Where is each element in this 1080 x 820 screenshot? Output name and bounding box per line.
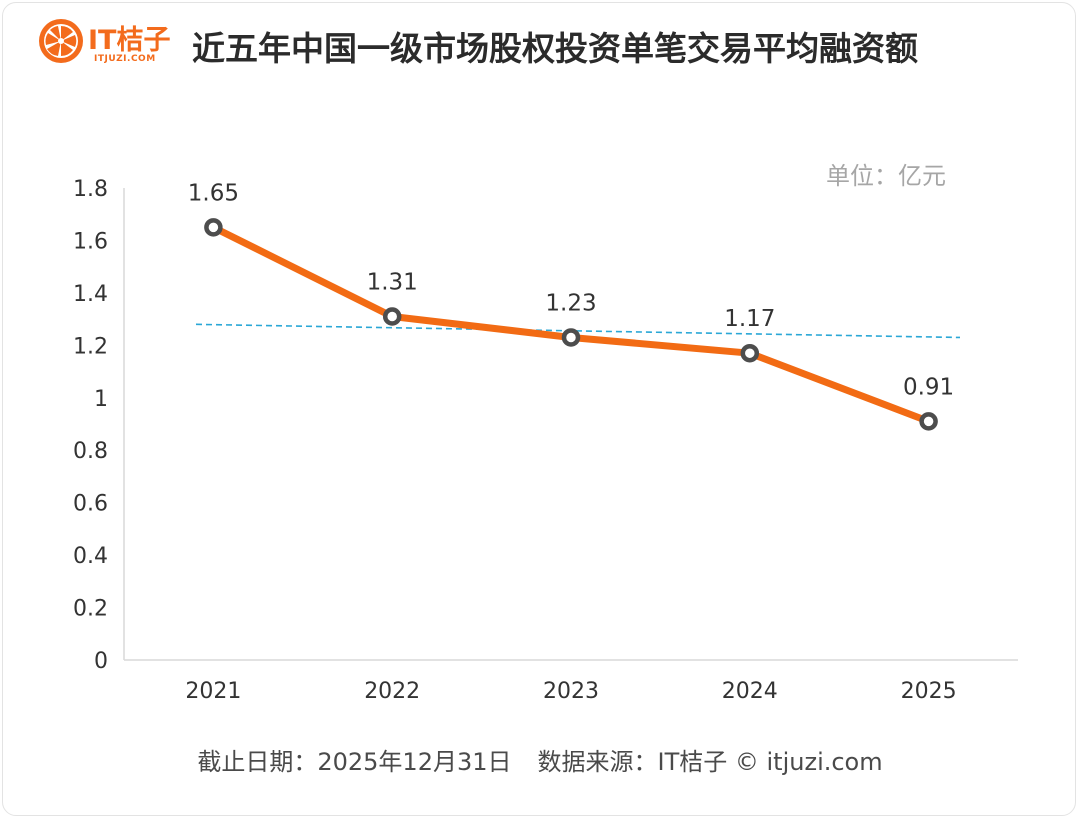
data-label: 1.17 [724,306,775,332]
data-label: 0.91 [903,374,954,400]
data-source: 数据来源：IT桔子 © itjuzi.com [537,748,883,776]
data-point-marker [740,343,760,363]
x-tick-label: 2024 [722,679,778,704]
y-tick-label: 1.6 [73,229,108,254]
x-axis: 2021 2022 2023 2024 2025 [124,659,1018,704]
data-labels: 1.65 1.31 1.23 1.17 0.91 [188,180,954,400]
y-axis: 0 0.2 0.4 0.6 0.8 1 1.2 1.4 1.6 1.8 [73,177,125,674]
y-tick-label: 0.8 [73,439,108,464]
chart-title: 近五年中国一级市场股权投资单笔交易平均融资额 [192,29,918,68]
x-tick-label: 2021 [185,679,241,704]
x-tick-label: 2023 [543,679,599,704]
trendline-group [195,323,961,339]
brand-logo: IT桔子 ITJUZI.COM [36,14,176,68]
data-point-marker [919,412,938,431]
data-label: 1.23 [545,290,596,316]
y-tick-label: 0.6 [73,492,108,517]
series-line [209,223,933,425]
y-tick-label: 1.2 [73,334,108,359]
brand-domain: ITJUZI.COM [94,54,156,64]
trendline [195,323,961,339]
unit-label: 单位：亿元 [826,162,946,190]
series-group [204,218,938,431]
cutoff-date: 截止日期：2025年12月31日 [197,748,512,776]
y-tick-label: 0 [94,649,108,674]
data-point-marker [561,328,581,347]
data-label: 1.65 [188,180,239,206]
y-tick-label: 1.4 [73,282,108,307]
y-tick-label: 1.8 [73,177,108,202]
orange-slice-icon [39,19,83,63]
footer: 截止日期：2025年12月31日 数据来源：IT桔子 © itjuzi.com [0,742,1080,777]
data-point-marker [382,307,402,326]
y-tick-label: 0.2 [73,597,108,622]
brand-name: IT桔子 [88,25,171,56]
x-tick-label: 2025 [901,679,957,704]
x-tick-label: 2022 [364,679,420,704]
y-tick-label: 1 [94,387,108,412]
data-point-marker [204,218,223,237]
y-tick-label: 0.4 [73,544,108,569]
data-label: 1.31 [367,269,418,295]
